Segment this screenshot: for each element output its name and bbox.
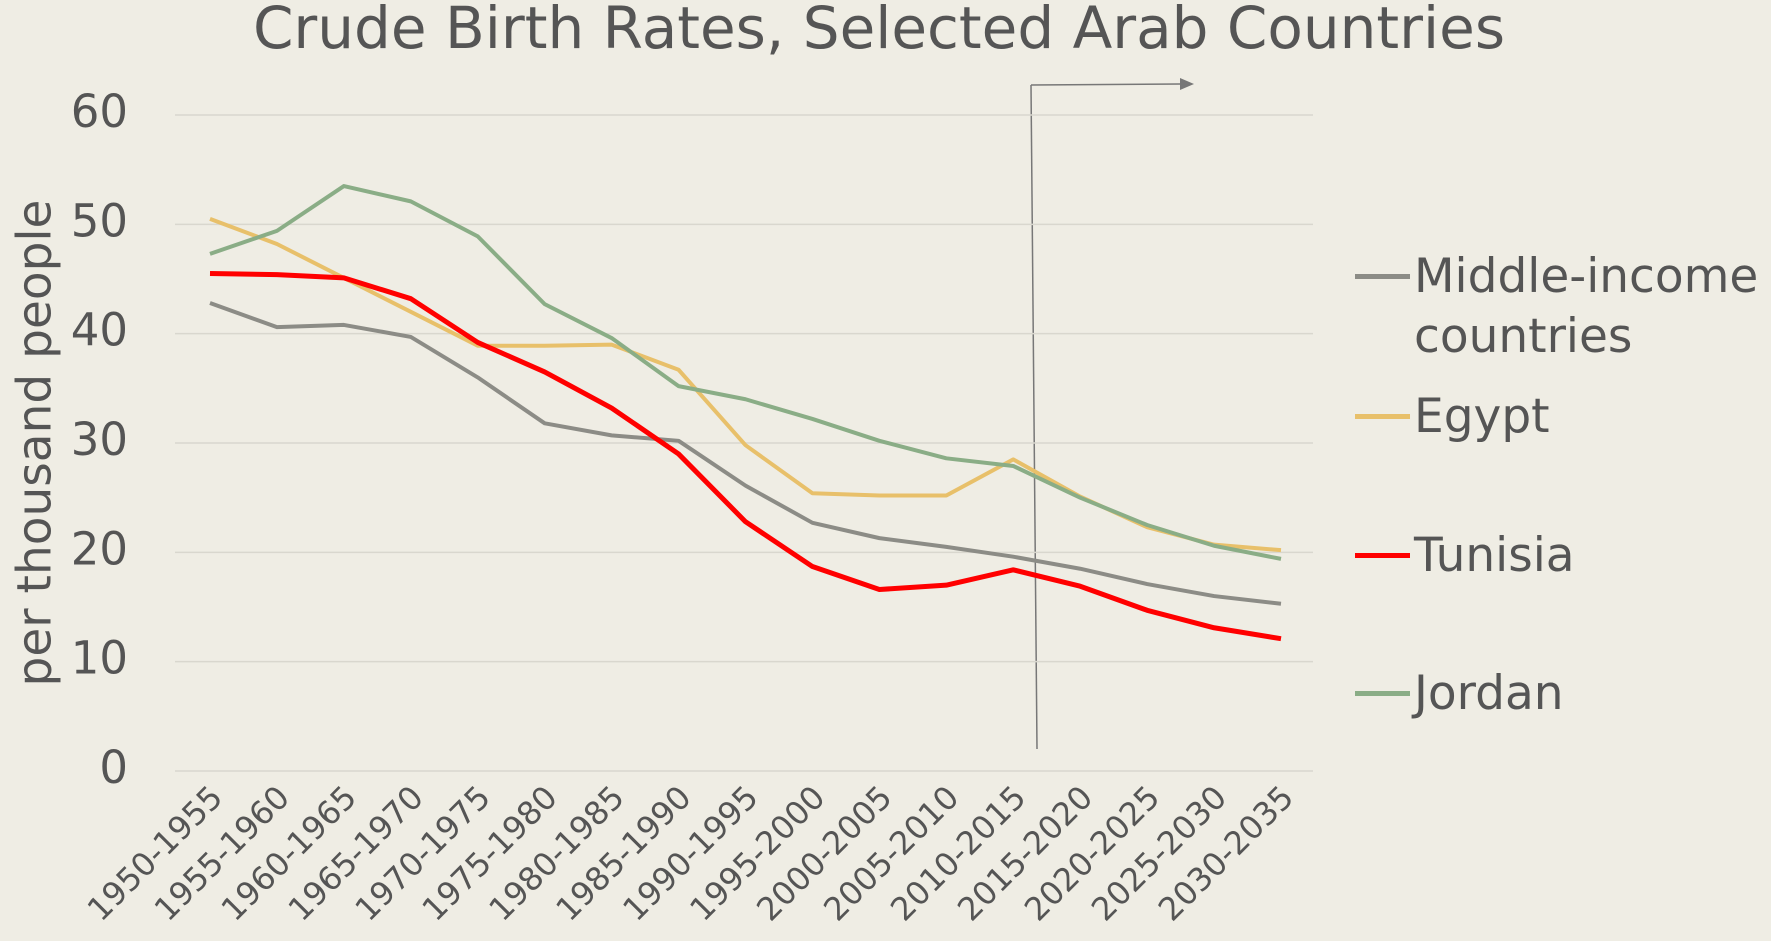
series-line — [209, 216, 1282, 553]
legend-swatch — [1355, 691, 1410, 696]
legend-swatch — [1355, 553, 1410, 558]
y-tick-label: 10 — [71, 632, 128, 685]
series-line — [209, 271, 1282, 642]
legend-item: Tunisia — [1355, 526, 1771, 586]
series-line — [209, 301, 1282, 606]
legend-item: Egypt — [1355, 387, 1771, 447]
y-tick-label: 30 — [71, 413, 128, 466]
chart-title: Crude Birth Rates, Selected Arab Countri… — [253, 0, 1505, 62]
legend-swatch — [1355, 274, 1410, 279]
legend-swatch — [1355, 414, 1410, 419]
y-tick-label: 20 — [71, 522, 128, 575]
legend-item: Jordan — [1355, 664, 1771, 724]
y-tick-label: 60 — [71, 85, 128, 138]
legend-label: Egypt — [1414, 389, 1550, 444]
y-tick-label: 40 — [71, 304, 128, 357]
legend-label: Jordan — [1414, 666, 1564, 721]
legend-item: Middle-income countries — [1355, 247, 1771, 367]
annotation-marker — [1030, 78, 1194, 750]
legend-label: Tunisia — [1414, 528, 1575, 583]
y-axis-label: per thousand people — [8, 200, 63, 687]
series-line — [209, 184, 1282, 561]
y-tick-label: 0 — [99, 741, 128, 794]
y-tick-label: 50 — [71, 194, 128, 247]
legend-label: Middle-income countries — [1414, 249, 1759, 364]
